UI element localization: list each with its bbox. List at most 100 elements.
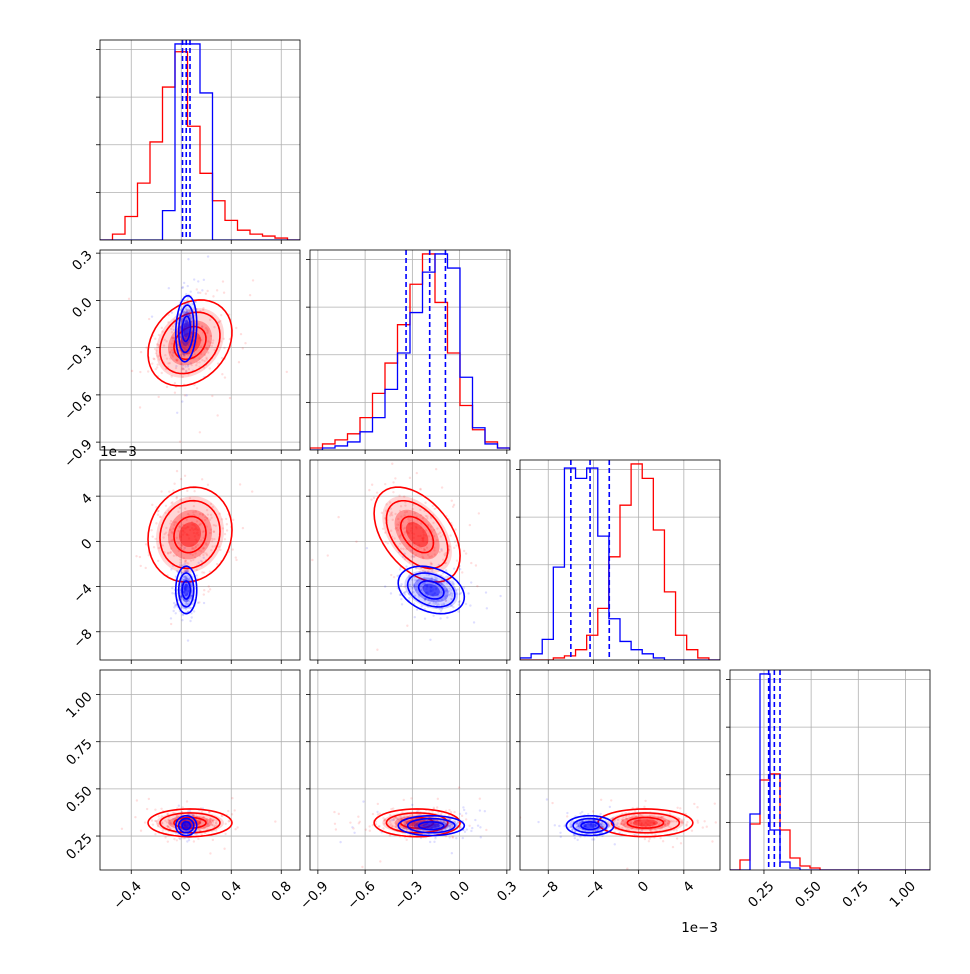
scatter-point — [181, 618, 184, 622]
scatter-point — [412, 590, 415, 594]
scatter-point — [590, 825, 594, 828]
scatter-point — [184, 823, 188, 827]
y-tick-label: −4 — [70, 581, 95, 606]
scatter-point — [693, 802, 696, 806]
scatter-point — [601, 823, 604, 826]
scatter-point — [432, 534, 436, 538]
y-tick-label: 0.25 — [63, 830, 96, 863]
scatter-point — [187, 323, 190, 327]
scatter-point — [499, 594, 502, 598]
scatter-point — [662, 816, 665, 819]
density-contour — [159, 812, 221, 834]
scatter-point — [426, 570, 430, 573]
scatter-point — [311, 558, 314, 562]
scatter-point — [569, 825, 573, 829]
scatter-point — [368, 829, 372, 832]
scatter-point — [205, 553, 209, 557]
scatter-point — [179, 363, 182, 366]
scatter-point — [198, 431, 202, 434]
scatter-point — [577, 825, 581, 828]
scatter-point — [433, 592, 436, 596]
scatter-point — [220, 814, 223, 817]
scatter-point — [376, 802, 380, 806]
panel-background — [520, 670, 720, 870]
scatter-point — [644, 822, 647, 825]
scatter-point — [634, 833, 637, 837]
scatter-point — [449, 534, 452, 537]
scatter-point — [676, 806, 679, 810]
y-tick-label: 0.50 — [63, 783, 96, 816]
scatter-point — [690, 829, 694, 832]
scatter-point — [713, 802, 716, 805]
scatter-point — [186, 823, 189, 826]
scatter-point — [400, 603, 404, 606]
scatter-point — [659, 836, 662, 840]
scatter-point — [180, 594, 183, 597]
scatter-point — [357, 822, 361, 825]
scatter-point — [579, 835, 582, 838]
histogram-series-1 — [310, 253, 510, 450]
scatter-point — [184, 344, 188, 347]
scatter-point — [167, 818, 170, 822]
scatter-point — [685, 823, 688, 826]
scatter-point — [634, 824, 638, 827]
density-fill — [570, 817, 610, 834]
scatter-point — [143, 821, 147, 824]
scatter-point — [183, 333, 186, 336]
scatter-point — [403, 495, 406, 498]
scatter-point — [192, 558, 195, 561]
scatter-point — [170, 349, 174, 352]
y-tick-label: −0.3 — [61, 342, 95, 376]
scatter-point — [388, 834, 392, 837]
scatter-point — [458, 600, 462, 603]
scatter-point — [419, 488, 422, 491]
density-contour — [181, 821, 192, 831]
scatter-point — [205, 824, 208, 827]
scatter-point — [183, 599, 186, 603]
scatter-point — [174, 358, 178, 361]
scatter-point — [607, 824, 610, 827]
scatter-point — [199, 522, 202, 526]
scatter-point — [190, 813, 193, 816]
scatter-point — [208, 367, 211, 370]
scatter-point — [370, 483, 374, 486]
scatter-point — [384, 531, 387, 534]
scatter-point — [201, 530, 205, 533]
scatter-point — [430, 576, 433, 579]
scatter-point — [419, 526, 422, 530]
scatter-point — [193, 524, 197, 527]
scatter-point — [169, 822, 172, 825]
scatter-point — [569, 826, 573, 829]
scatter-point — [196, 531, 199, 534]
scatter-point — [183, 823, 186, 827]
scatter-point — [582, 823, 585, 827]
scatter-point — [429, 525, 432, 528]
scatter-point — [186, 489, 189, 493]
scatter-point — [422, 530, 425, 534]
scatter-point — [402, 798, 405, 802]
x-tick-label: 0.75 — [839, 878, 872, 911]
scatter-point — [156, 343, 159, 346]
scatter-point — [171, 811, 175, 814]
scatter-point — [198, 820, 202, 824]
scatter-point — [188, 606, 191, 610]
scatter-point — [575, 821, 579, 825]
scatter-point — [154, 808, 157, 811]
scatter-point — [613, 843, 616, 846]
scatter-point — [575, 822, 578, 826]
scatter-point — [413, 586, 416, 589]
scatter-point — [168, 819, 171, 822]
scatter-point — [181, 367, 184, 370]
scatter-point — [441, 572, 445, 575]
scatter-point — [184, 823, 187, 826]
scatter-point — [184, 824, 187, 828]
scatter-point — [179, 328, 182, 331]
scatter-point — [164, 819, 167, 822]
scatter-point — [403, 593, 407, 596]
scatter-point — [422, 536, 425, 539]
scatter-point — [207, 340, 210, 343]
scatter-point — [639, 819, 642, 822]
scatter-point — [179, 325, 182, 329]
scatter-point — [429, 585, 432, 589]
scatter-point — [398, 523, 401, 527]
